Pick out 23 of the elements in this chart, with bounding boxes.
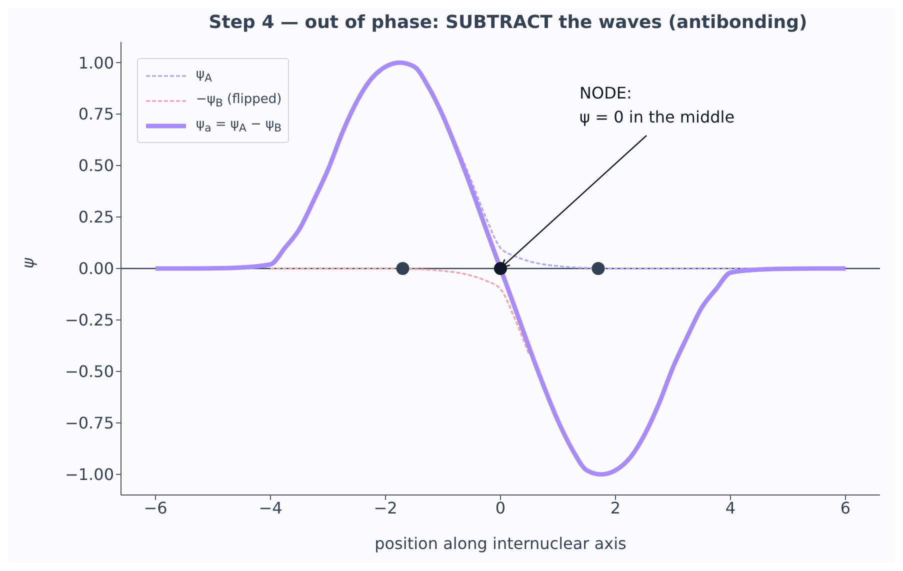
y-tick-label: 0.25 — [78, 208, 114, 227]
y-tick-label: 1.00 — [78, 53, 114, 72]
x-tick-label: −2 — [374, 498, 398, 518]
x-tick-label: 6 — [840, 498, 851, 518]
legend-label: −ψ$_{B}$ (flipped) — [196, 92, 282, 110]
x-tick-label: −6 — [144, 498, 168, 518]
x-tick-label: 0 — [495, 498, 506, 518]
y-tick-label: 0.00 — [78, 259, 114, 278]
x-tick-label: 2 — [610, 498, 621, 518]
x-tick-label: −4 — [258, 498, 282, 518]
y-axis-title: ψ — [18, 258, 38, 268]
annotation: NODE: ψ = 0 in the middle — [580, 84, 735, 126]
y-tick-label: −0.50 — [64, 362, 114, 382]
chart-title: Step 4 — out of phase: SUBTRACT the waves (antibonding) — [208, 12, 808, 33]
legend-label: ψ$_{a}$ = ψ$_{A}$ − ψ$_{B}$ — [196, 116, 282, 134]
y-tick-label: −0.75 — [64, 414, 114, 433]
y-tick-label: −0.25 — [64, 310, 114, 330]
x-tick-label: 4 — [725, 498, 736, 518]
y-tick-label: 0.50 — [78, 156, 114, 176]
y-tick-label: 0.75 — [78, 104, 114, 124]
y-tick-label: −1.00 — [64, 465, 114, 484]
x-axis-title: position along internuclear axis — [374, 534, 626, 553]
legend-label: ψ$_{A}$ — [196, 66, 212, 84]
